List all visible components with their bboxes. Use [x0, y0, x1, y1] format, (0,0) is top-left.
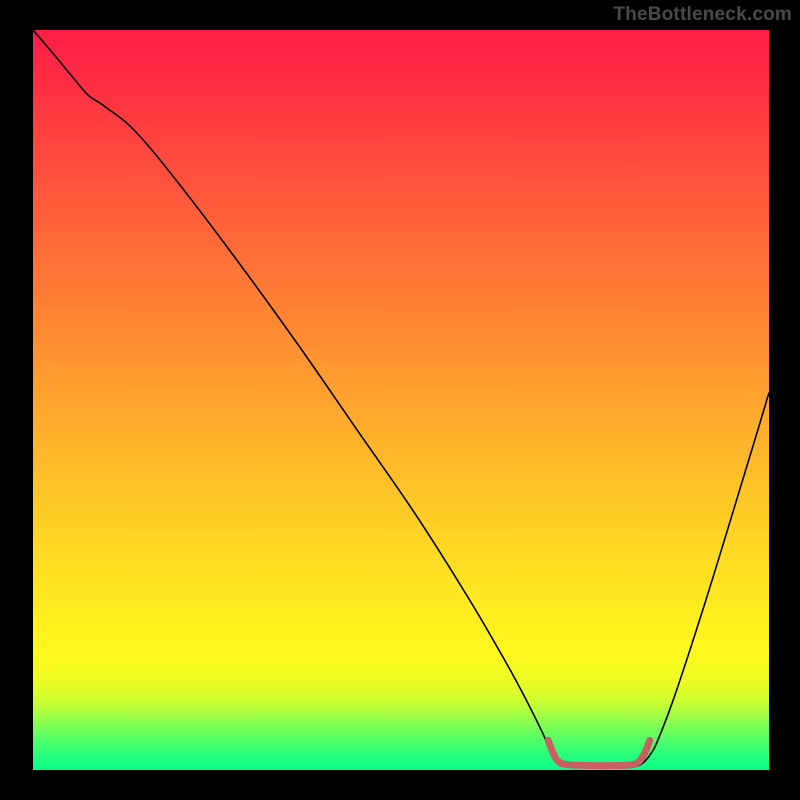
optimal-range-marker: [548, 740, 650, 765]
watermark-text: TheBottleneck.com: [613, 4, 792, 26]
plot-area: [33, 30, 769, 770]
bottleneck-curve: [33, 30, 769, 768]
frame: TheBottleneck.com: [0, 0, 800, 800]
curve-layer: [33, 30, 769, 770]
